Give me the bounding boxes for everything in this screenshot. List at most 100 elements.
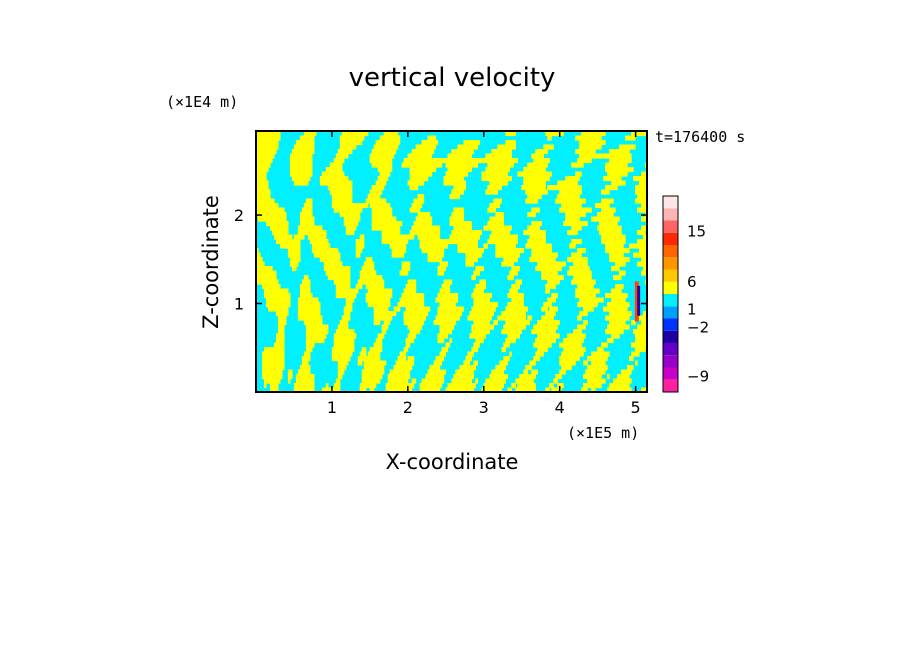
field-cell-positive: [307, 216, 311, 222]
field-cell-positive: [617, 329, 620, 335]
field-cell-positive: [473, 329, 477, 335]
field-cell-positive: [639, 207, 642, 213]
field-cell-positive: [335, 275, 339, 281]
field-cell-positive: [459, 248, 463, 254]
field-cell-positive: [279, 324, 283, 330]
field-cell-positive: [299, 378, 303, 384]
field-cell-positive: [619, 288, 622, 294]
field-cell-positive: [299, 297, 303, 303]
field-cell-positive: [419, 212, 423, 218]
field-cell-positive: [343, 153, 347, 159]
field-cell-positive: [265, 212, 269, 218]
field-cell-positive: [417, 180, 421, 186]
field-cell-positive: [261, 356, 265, 362]
field-cell-positive: [457, 176, 461, 182]
field-cell-positive: [277, 378, 281, 384]
field-cell-positive: [579, 270, 582, 276]
field-cell-positive: [613, 207, 616, 213]
field-cell-positive: [471, 144, 475, 150]
field-cell-positive: [289, 369, 293, 375]
field-cell-positive: [455, 207, 459, 213]
field-cell-positive: [495, 189, 498, 195]
field-cell-positive: [403, 360, 407, 366]
field-cell-positive: [521, 306, 524, 312]
field-cell-positive: [315, 234, 319, 240]
field-cell-positive: [423, 248, 427, 254]
field-cell-positive: [393, 369, 397, 375]
field-cell-positive: [445, 158, 449, 164]
field-cell-positive: [393, 239, 397, 245]
field-cell-positive: [489, 162, 492, 168]
field-cell-positive: [549, 311, 552, 317]
field-cell-positive: [415, 221, 419, 227]
field-cell-positive: [619, 234, 622, 240]
field-cell-positive: [277, 342, 281, 348]
field-cell-positive: [407, 338, 411, 344]
field-cell-positive: [279, 356, 283, 362]
field-cell-positive: [373, 284, 377, 290]
field-cell-positive: [575, 221, 578, 227]
field-cell-positive: [269, 131, 273, 137]
field-cell-positive: [503, 329, 506, 335]
field-cell-positive: [537, 243, 540, 249]
field-cell-positive: [577, 162, 580, 168]
field-cell-positive: [375, 162, 379, 168]
field-cell-positive: [305, 365, 309, 371]
field-cell-positive: [451, 306, 455, 312]
field-cell-positive: [577, 261, 580, 267]
field-cell-positive: [279, 297, 283, 303]
field-cell-positive: [383, 239, 387, 245]
field-cell-positive: [307, 306, 311, 312]
field-cell-positive: [503, 347, 506, 353]
field-cell-positive: [365, 279, 369, 285]
field-cell-positive: [575, 270, 578, 276]
field-cell-positive: [289, 167, 293, 173]
field-cell-positive: [585, 207, 588, 213]
field-cell-positive: [285, 230, 289, 236]
field-cell-positive: [413, 279, 417, 285]
field-cell-positive: [483, 297, 487, 303]
field-cell-positive: [643, 243, 646, 249]
field-cell-positive: [363, 275, 367, 281]
field-cell-positive: [273, 144, 277, 150]
field-cell-positive: [319, 320, 323, 326]
field-cell-positive: [493, 171, 496, 177]
field-cell-positive: [415, 324, 419, 330]
field-cell-positive: [373, 221, 377, 227]
field-cell-positive: [491, 149, 494, 155]
field-cell-positive: [575, 149, 578, 155]
field-cell-positive: [577, 293, 580, 299]
field-cell-positive: [261, 203, 265, 209]
field-cell-positive: [341, 365, 345, 371]
field-cell-positive: [317, 338, 321, 344]
field-cell-positive: [447, 162, 451, 168]
y-scale-label: (×1E4 m): [166, 93, 238, 111]
field-cell-positive: [389, 212, 393, 218]
field-cell-positive: [337, 198, 341, 204]
field-cell-positive: [483, 176, 487, 182]
field-cell-positive: [299, 135, 303, 141]
field-cell-positive: [257, 131, 261, 137]
field-cell-positive: [373, 302, 377, 308]
field-cell-positive: [493, 149, 496, 155]
field-cell-positive: [337, 180, 341, 186]
field-cell-positive: [543, 162, 546, 168]
field-cell-positive: [365, 378, 369, 384]
field-cell-positive: [269, 351, 273, 357]
field-cell-positive: [585, 144, 588, 150]
field-cell-positive: [409, 288, 413, 294]
field-cell-positive: [473, 342, 477, 348]
field-cell-positive: [497, 221, 500, 227]
field-cell-positive: [627, 144, 630, 150]
field-cell-positive: [509, 324, 512, 330]
field-cell-positive: [267, 374, 271, 380]
field-cell-positive: [581, 333, 584, 339]
field-cell-positive: [615, 171, 618, 177]
field-cell-positive: [603, 239, 606, 245]
field-cell-positive: [549, 248, 552, 254]
field-cell-positive: [621, 302, 624, 308]
field-cell-positive: [311, 315, 315, 321]
field-cell-positive: [523, 324, 526, 330]
field-cell-positive: [447, 171, 451, 177]
field-cell-positive: [353, 207, 357, 213]
